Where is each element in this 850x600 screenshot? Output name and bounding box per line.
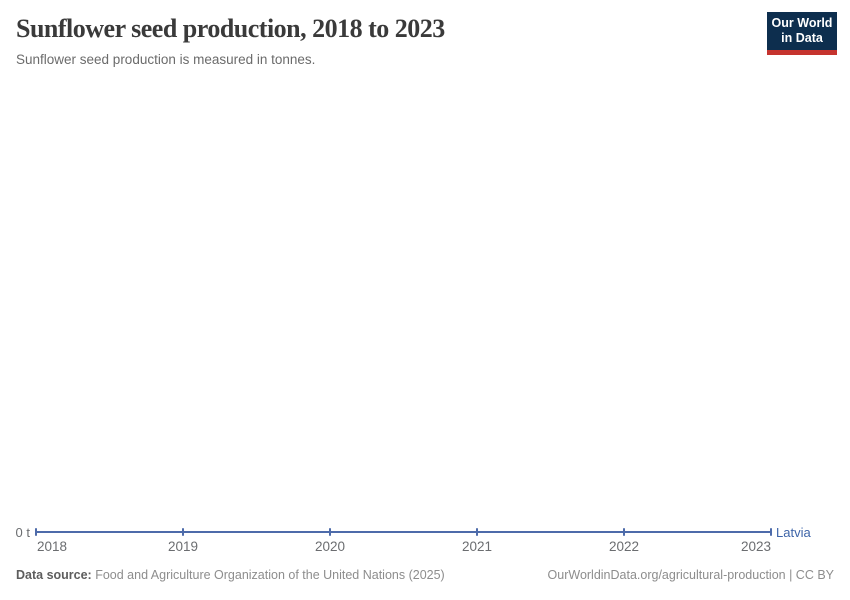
series-line-latvia: [36, 531, 771, 533]
data-source-note: Data source: Food and Agriculture Organi…: [16, 568, 445, 582]
y-axis-tick-label: 0 t: [15, 525, 30, 540]
data-point-marker: [329, 528, 331, 536]
x-axis-label: 2021: [461, 539, 493, 554]
owid-logo-box: Our World in Data: [767, 12, 837, 50]
owid-logo-line1: Our World: [771, 16, 833, 30]
chart-footer: Data source: Food and Agriculture Organi…: [16, 568, 834, 582]
data-source-text: Food and Agriculture Organization of the…: [91, 568, 445, 582]
x-axis-label: 2019: [167, 539, 199, 554]
data-point-marker: [770, 528, 772, 536]
chart-title: Sunflower seed production, 2018 to 2023: [16, 14, 445, 43]
series-entity-label: Latvia: [776, 525, 811, 540]
x-axis-label: 2022: [608, 539, 640, 554]
x-axis-label: 2018: [37, 539, 68, 554]
data-source-label: Data source:: [16, 568, 92, 582]
data-point-marker: [476, 528, 478, 536]
data-point-marker: [623, 528, 625, 536]
owid-logo-red-bar: [767, 50, 837, 55]
footer-url: OurWorldinData.org/agricultural-producti…: [547, 568, 834, 582]
x-axis-label: 2023: [740, 539, 771, 554]
owid-logo-line2: in Data: [781, 31, 823, 45]
chart-subtitle: Sunflower seed production is measured in…: [16, 52, 316, 67]
owid-logo: Our World in Data: [767, 12, 837, 55]
data-point-marker: [35, 528, 37, 536]
data-point-marker: [182, 528, 184, 536]
x-axis-label: 2020: [314, 539, 346, 554]
